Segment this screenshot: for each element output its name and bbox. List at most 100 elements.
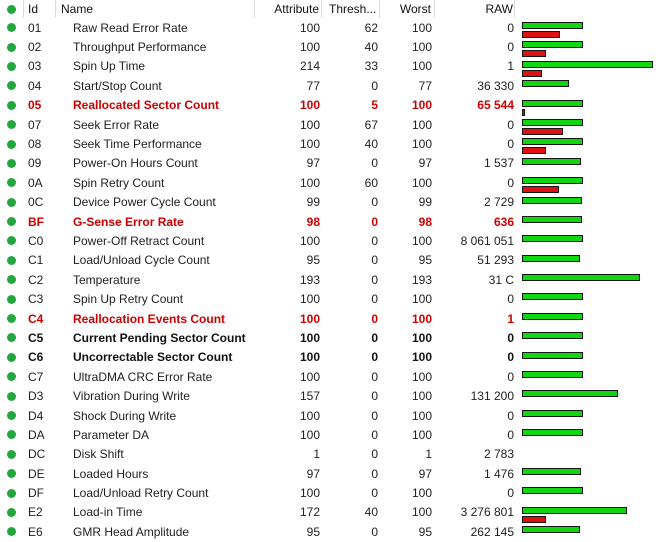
cell-bars [515, 483, 661, 502]
attribute-value: 100 [299, 408, 320, 423]
status-ok-icon [7, 352, 16, 362]
table-row[interactable]: 03 Spin Up Time 214 33 100 1 [0, 57, 661, 77]
cell-worst: 100 [380, 37, 435, 56]
threshold-value: 0 [371, 214, 378, 229]
status-ok-icon [7, 488, 16, 498]
attribute-id: C2 [28, 272, 44, 287]
attribute-id: DC [28, 447, 46, 462]
cell-status [0, 212, 24, 231]
attribute-value: 100 [299, 330, 320, 345]
raw-value: 65 544 [477, 98, 514, 113]
worst-value: 100 [411, 137, 432, 152]
cell-name: Seek Time Performance [56, 134, 255, 153]
table-row[interactable]: 07 Seek Error Rate 100 67 100 0 [0, 115, 661, 135]
threshold-bar [522, 515, 546, 523]
table-row[interactable]: C6 Uncorrectable Sector Count 100 0 100 … [0, 348, 661, 367]
cell-id: DE [24, 464, 56, 483]
raw-value: 636 [493, 214, 514, 229]
cell-attribute: 99 [255, 193, 322, 212]
cell-id: DA [24, 425, 56, 444]
table-row[interactable]: 01 Raw Read Error Rate 100 62 100 0 [0, 18, 661, 38]
cell-name: Shock During Write [56, 406, 255, 425]
attribute-value: 95 [306, 524, 320, 539]
table-row[interactable]: DC Disk Shift 1 0 1 2 783 [0, 445, 661, 464]
header-status-column[interactable] [0, 0, 24, 18]
attribute-bar [522, 254, 580, 262]
table-body: 01 Raw Read Error Rate 100 62 100 0 02 T… [0, 18, 661, 542]
cell-id: D3 [24, 386, 56, 405]
worst-value: 77 [418, 78, 432, 93]
table-row[interactable]: C2 Temperature 193 0 193 31 C [0, 270, 661, 289]
table-row[interactable]: 0A Spin Retry Count 100 60 100 0 [0, 173, 661, 194]
attribute-bar [522, 118, 583, 126]
cell-threshold: 0 [322, 406, 380, 425]
attribute-value: 77 [306, 78, 320, 93]
table-row[interactable]: C0 Power-Off Retract Count 100 0 100 8 0… [0, 231, 661, 250]
attribute-name: Power-On Hours Count [73, 156, 198, 171]
header-name[interactable]: Name [56, 0, 255, 18]
cell-name: Start/Stop Count [56, 76, 255, 95]
cell-status [0, 134, 24, 153]
table-row[interactable]: C3 Spin Up Retry Count 100 0 100 0 [0, 289, 661, 308]
table-row[interactable]: E6 GMR Head Amplitude 95 0 95 262 145 [0, 522, 661, 541]
table-row[interactable]: 04 Start/Stop Count 77 0 77 36 330 [0, 76, 661, 95]
attribute-value: 95 [306, 253, 320, 268]
header-attribute[interactable]: Attribute [255, 0, 322, 18]
table-row[interactable]: C5 Current Pending Sector Count 100 0 10… [0, 328, 661, 347]
table-row[interactable]: 09 Power-On Hours Count 97 0 97 1 537 [0, 154, 661, 173]
status-ok-icon [7, 61, 16, 71]
cell-bars [515, 289, 661, 308]
header-raw[interactable]: RAW [435, 0, 515, 18]
cell-bars [515, 251, 661, 270]
cell-worst: 100 [380, 348, 435, 367]
worst-value: 97 [418, 156, 432, 171]
header-id[interactable]: Id [24, 0, 56, 18]
status-ok-icon [7, 81, 16, 91]
table-row[interactable]: 02 Throughput Performance 100 40 100 0 [0, 37, 661, 58]
attribute-name: Seek Time Performance [73, 137, 202, 152]
raw-value: 0 [507, 117, 514, 132]
worst-value: 100 [411, 389, 432, 404]
table-row[interactable]: DA Parameter DA 100 0 100 0 [0, 425, 661, 444]
table-row[interactable]: D3 Vibration During Write 157 0 100 131 … [0, 386, 661, 405]
table-row[interactable]: C4 Reallocation Events Count 100 0 100 1 [0, 309, 661, 328]
cell-attribute: 100 [255, 96, 322, 115]
threshold-value: 0 [371, 292, 378, 307]
threshold-value: 40 [364, 505, 378, 520]
status-ok-icon [7, 217, 16, 227]
table-row[interactable]: 08 Seek Time Performance 100 40 100 0 [0, 134, 661, 155]
table-row[interactable]: 0C Device Power Cycle Count 99 0 99 2 72… [0, 193, 661, 212]
attribute-value: 100 [299, 117, 320, 132]
table-row[interactable]: 05 Reallocated Sector Count 100 5 100 65… [0, 96, 661, 116]
attribute-name: Throughput Performance [73, 40, 207, 55]
table-row[interactable]: C7 UltraDMA CRC Error Rate 100 0 100 0 [0, 367, 661, 386]
cell-threshold: 0 [322, 464, 380, 483]
header-worst[interactable]: Worst [380, 0, 435, 18]
threshold-value: 0 [371, 408, 378, 423]
worst-value: 100 [411, 350, 432, 365]
table-row[interactable]: DF Load/Unload Retry Count 100 0 100 0 [0, 483, 661, 502]
table-row[interactable]: BF G-Sense Error Rate 98 0 98 636 [0, 212, 661, 231]
attribute-value: 100 [299, 20, 320, 35]
table-row[interactable]: C1 Load/Unload Cycle Count 95 0 95 51 29… [0, 251, 661, 270]
cell-worst: 100 [380, 289, 435, 308]
cell-name: G-Sense Error Rate [56, 212, 255, 231]
worst-value: 100 [411, 98, 432, 113]
table-row[interactable]: E2 Load-in Time 172 40 100 3 276 801 [0, 503, 661, 523]
attribute-bar [522, 99, 583, 107]
cell-name: Load-in Time [56, 503, 255, 522]
table-row[interactable]: DE Loaded Hours 97 0 97 1 476 [0, 464, 661, 483]
raw-value: 1 476 [483, 466, 514, 481]
cell-bars [515, 173, 661, 194]
cell-worst: 100 [380, 386, 435, 405]
table-row[interactable]: D4 Shock During Write 100 0 100 0 [0, 406, 661, 425]
cell-raw: 0 [435, 134, 515, 153]
cell-id: C5 [24, 328, 56, 347]
cell-bars [515, 18, 661, 38]
header-threshold[interactable]: Thresh... [322, 0, 380, 18]
attribute-value: 193 [299, 272, 320, 287]
cell-name: Load/Unload Cycle Count [56, 251, 255, 270]
cell-status [0, 270, 24, 289]
cell-raw: 8 061 051 [435, 231, 515, 250]
cell-raw: 0 [435, 367, 515, 386]
